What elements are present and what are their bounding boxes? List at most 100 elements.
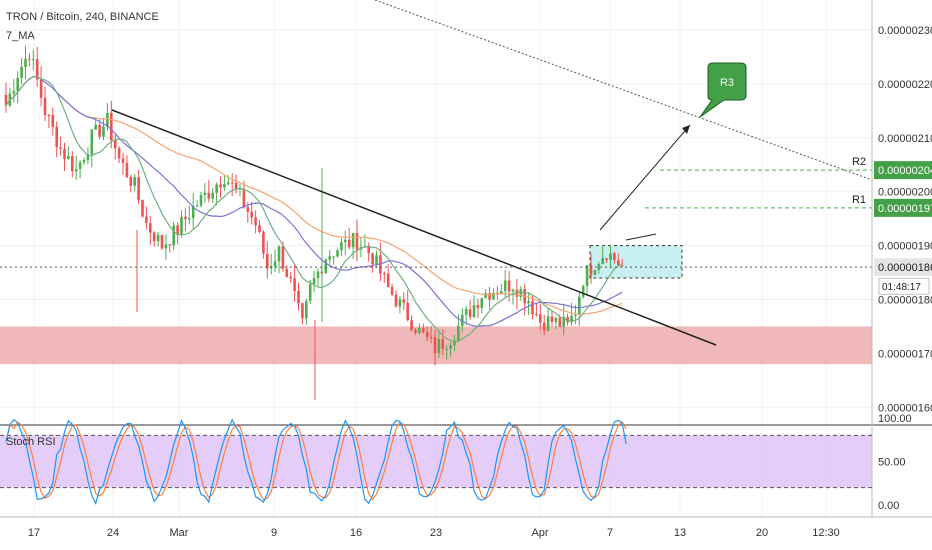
candle-body xyxy=(581,285,585,297)
candle-body xyxy=(355,232,359,250)
candle-body xyxy=(554,317,558,322)
upper-dotted-trendline xyxy=(374,0,873,181)
candle-body xyxy=(113,140,117,149)
candle-body xyxy=(125,162,129,177)
candle-body xyxy=(414,330,417,333)
stoch-rsi-label[interactable]: Stoch RSI xyxy=(6,436,56,448)
candle-body xyxy=(620,265,624,267)
candle-body xyxy=(149,223,152,233)
candle-body xyxy=(492,292,495,300)
candle-body xyxy=(51,114,55,127)
candle-body xyxy=(195,205,199,207)
candle-body xyxy=(184,216,187,220)
candle-body xyxy=(168,244,172,246)
candle-body xyxy=(266,253,269,269)
candle-body xyxy=(20,67,23,78)
candle-body xyxy=(250,211,253,218)
candle-body xyxy=(503,280,507,292)
candle-body xyxy=(609,253,612,260)
candle-body xyxy=(613,253,616,261)
candle-body xyxy=(550,316,554,322)
candle-body xyxy=(457,325,460,341)
candle-body xyxy=(562,316,565,327)
stoch-tick-label: 50.00 xyxy=(878,457,906,469)
candle-body xyxy=(188,218,191,220)
ma-fast-line xyxy=(5,75,623,342)
candle-body xyxy=(74,169,78,172)
candle-body xyxy=(102,126,105,137)
candle-body xyxy=(445,348,448,350)
candle-body xyxy=(110,113,113,141)
stoch-tick-label: 0.00 xyxy=(878,500,899,512)
r3-callout xyxy=(699,62,747,118)
arrowhead xyxy=(682,125,690,134)
time-tick-label: Mar xyxy=(170,527,189,539)
candle-body xyxy=(316,271,320,278)
time-tick-label: 9 xyxy=(271,527,277,539)
candle-body xyxy=(94,124,97,130)
candle-body xyxy=(312,277,316,285)
candle-body xyxy=(172,225,175,246)
candle-body xyxy=(441,339,445,349)
candle-body xyxy=(24,58,27,68)
candle-body xyxy=(82,160,86,163)
candle-body xyxy=(605,258,608,260)
candle-body xyxy=(4,94,8,106)
projection-arrow xyxy=(599,124,691,231)
time-tick-label: 12:30 xyxy=(812,527,840,539)
candle-body xyxy=(277,246,281,262)
candle-body xyxy=(137,177,140,200)
candle-body xyxy=(433,336,437,354)
candle-body xyxy=(496,292,499,294)
candle-body xyxy=(425,332,429,337)
candle-body xyxy=(152,232,156,242)
candle-body xyxy=(71,156,74,172)
candle-body xyxy=(16,77,19,92)
candles xyxy=(4,45,624,400)
candle-body xyxy=(324,259,328,274)
candle-body xyxy=(383,273,386,275)
candle-body xyxy=(215,184,218,193)
price-tick-label: 0.00000170 xyxy=(878,348,932,360)
candle-body xyxy=(273,261,277,267)
candle-body xyxy=(28,58,31,60)
time-tick-label: 13 xyxy=(674,527,686,539)
candle-body xyxy=(570,315,573,323)
price-tick-label: 0.00000180 xyxy=(878,295,932,307)
candle-body xyxy=(63,148,66,159)
candle-body xyxy=(289,276,292,279)
candle-body xyxy=(507,280,511,292)
candle-body xyxy=(180,216,183,235)
candle-body xyxy=(519,289,523,297)
time-tick-label: 7 xyxy=(607,527,613,539)
candle-body xyxy=(464,309,468,315)
candle-body xyxy=(386,273,390,288)
stoch-d-line xyxy=(5,420,627,501)
candle-body xyxy=(429,336,433,338)
candle-body xyxy=(585,265,589,286)
candle-body xyxy=(98,124,101,137)
candle-body xyxy=(418,327,421,333)
candle-body xyxy=(351,232,355,248)
indicator-label[interactable]: 7_MA xyxy=(6,30,35,42)
price-tick-label: 0.00000220 xyxy=(878,79,932,91)
candle-body xyxy=(593,269,597,276)
candle-body xyxy=(597,264,601,270)
descending-trendline xyxy=(111,109,717,346)
candle-body xyxy=(398,299,402,307)
candle-body xyxy=(589,265,593,276)
candle-body xyxy=(254,217,257,226)
countdown-tag xyxy=(878,277,930,295)
candle-body xyxy=(375,255,378,265)
candle-body xyxy=(238,188,242,190)
candle-body xyxy=(90,129,94,155)
candle-body xyxy=(531,301,534,315)
candle-body xyxy=(308,284,312,301)
candle-body xyxy=(574,314,577,316)
candle-body xyxy=(468,309,472,317)
candle-body xyxy=(406,302,409,321)
candle-body xyxy=(578,296,581,315)
candle-body xyxy=(367,246,370,254)
candle-body xyxy=(141,199,144,217)
